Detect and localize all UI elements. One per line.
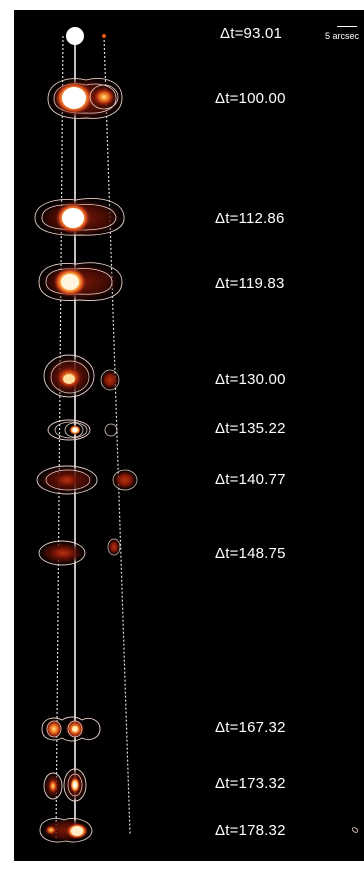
source-epoch-3 [34, 198, 125, 238]
epoch-label: Δt=130.00 [215, 371, 286, 388]
source-epoch-8 [38, 538, 121, 566]
scale-bar-label: 5 arcsec [325, 31, 360, 41]
source-epoch-6 [47, 419, 118, 441]
scale-bar-line [337, 26, 357, 27]
vlbi-image-sequence [34, 27, 359, 843]
epoch-label: Δt=119.83 [215, 275, 285, 292]
beam-ellipse-icon [351, 827, 359, 833]
epoch-label: Δt=167.32 [215, 719, 286, 736]
source-epoch-4 [38, 262, 123, 302]
source-epoch-7 [36, 465, 138, 495]
source-epoch-1 [66, 27, 106, 45]
image-panel: 5 arcsec Δt=93.01 Δt=100.00 Δt=112.86 Δt… [14, 10, 364, 861]
source-epoch-2 [47, 77, 124, 121]
epoch-label: Δt=148.75 [215, 545, 286, 562]
epoch-label: Δt=112.86 [215, 210, 285, 227]
epoch-label: Δt=173.32 [215, 775, 286, 792]
epoch-label: Δt=135.22 [215, 420, 286, 437]
right-dotted-track [103, 35, 131, 835]
left-dotted-track [55, 35, 64, 839]
epoch-label: Δt=178.32 [215, 822, 286, 839]
epoch-label: Δt=100.00 [215, 90, 286, 107]
source-epoch-11 [39, 818, 359, 843]
epoch-label: Δt=93.01 [220, 25, 283, 42]
epoch-label: Δt=140.77 [215, 471, 286, 488]
source-epoch-5 [43, 354, 120, 398]
source-epoch-10 [43, 768, 87, 802]
source-epoch-9 [41, 716, 101, 742]
